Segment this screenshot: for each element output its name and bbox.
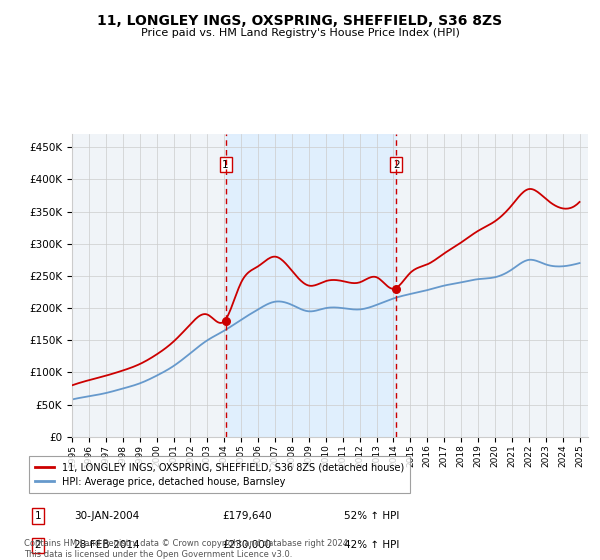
Text: 11, LONGLEY INGS, OXSPRING, SHEFFIELD, S36 8ZS: 11, LONGLEY INGS, OXSPRING, SHEFFIELD, S… bbox=[97, 14, 503, 28]
Text: £230,000: £230,000 bbox=[223, 540, 272, 550]
Text: 2: 2 bbox=[393, 160, 400, 170]
Legend: 11, LONGLEY INGS, OXSPRING, SHEFFIELD, S36 8ZS (detached house), HPI: Average pr: 11, LONGLEY INGS, OXSPRING, SHEFFIELD, S… bbox=[29, 456, 410, 493]
Text: Contains HM Land Registry data © Crown copyright and database right 2024.
This d: Contains HM Land Registry data © Crown c… bbox=[24, 539, 350, 559]
Point bbox=[221, 317, 230, 326]
Text: 1: 1 bbox=[34, 511, 41, 521]
Text: 30-JAN-2004: 30-JAN-2004 bbox=[74, 511, 139, 521]
Bar bbox=[226, 134, 397, 437]
Text: £179,640: £179,640 bbox=[223, 511, 272, 521]
Text: 2: 2 bbox=[34, 540, 41, 550]
Text: 28-FEB-2014: 28-FEB-2014 bbox=[74, 540, 140, 550]
Text: 1: 1 bbox=[223, 160, 229, 170]
Point bbox=[392, 284, 401, 293]
Text: 52% ↑ HPI: 52% ↑ HPI bbox=[344, 511, 400, 521]
Text: 42% ↑ HPI: 42% ↑ HPI bbox=[344, 540, 400, 550]
Text: Price paid vs. HM Land Registry's House Price Index (HPI): Price paid vs. HM Land Registry's House … bbox=[140, 28, 460, 38]
